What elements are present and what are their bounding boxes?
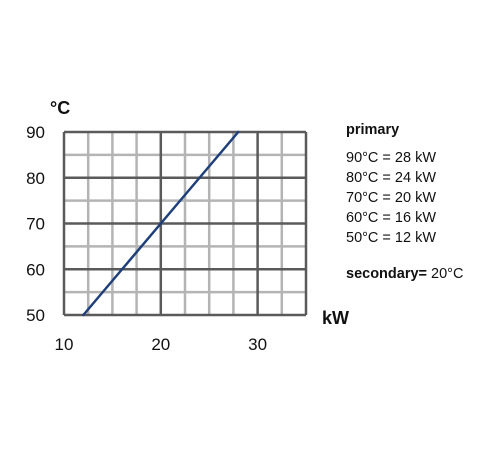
secondary-line: secondary= 20°C bbox=[346, 264, 496, 284]
legend-entry-90: 90°C = 28 kW bbox=[346, 150, 437, 166]
legend-panel: primary 90°C = 28 kW 80°C = 24 kW 70°C =… bbox=[346, 120, 496, 284]
x-tick-label: 20 bbox=[151, 335, 170, 354]
series-layer bbox=[82, 130, 240, 317]
y-tick-label: 60 bbox=[26, 260, 45, 279]
y-tick-label: 50 bbox=[26, 306, 45, 325]
y-tick-label: 80 bbox=[26, 169, 45, 188]
secondary-label: secondary= bbox=[346, 266, 428, 282]
legend-entry-70: 70°C = 20 kW bbox=[346, 190, 437, 206]
y-axis-label: °C bbox=[50, 98, 70, 118]
legend-entry-60: 60°C = 16 kW bbox=[346, 210, 437, 226]
x-tick-labels: 10 20 30 bbox=[55, 335, 268, 354]
x-axis-label: kW bbox=[322, 308, 349, 328]
secondary-value: 20°C bbox=[427, 266, 464, 282]
legend-entry-80: 80°C = 24 kW bbox=[346, 170, 437, 186]
y-tick-label: 90 bbox=[26, 123, 45, 142]
x-tick-label: 10 bbox=[55, 335, 74, 354]
legend-entry-50: 50°C = 12 kW bbox=[346, 230, 437, 246]
series-line bbox=[82, 130, 240, 317]
x-tick-label: 30 bbox=[248, 335, 267, 354]
y-tick-label: 70 bbox=[26, 215, 45, 234]
legend-heading: primary bbox=[346, 122, 400, 138]
y-tick-labels: 50 60 70 80 90 bbox=[26, 123, 45, 325]
